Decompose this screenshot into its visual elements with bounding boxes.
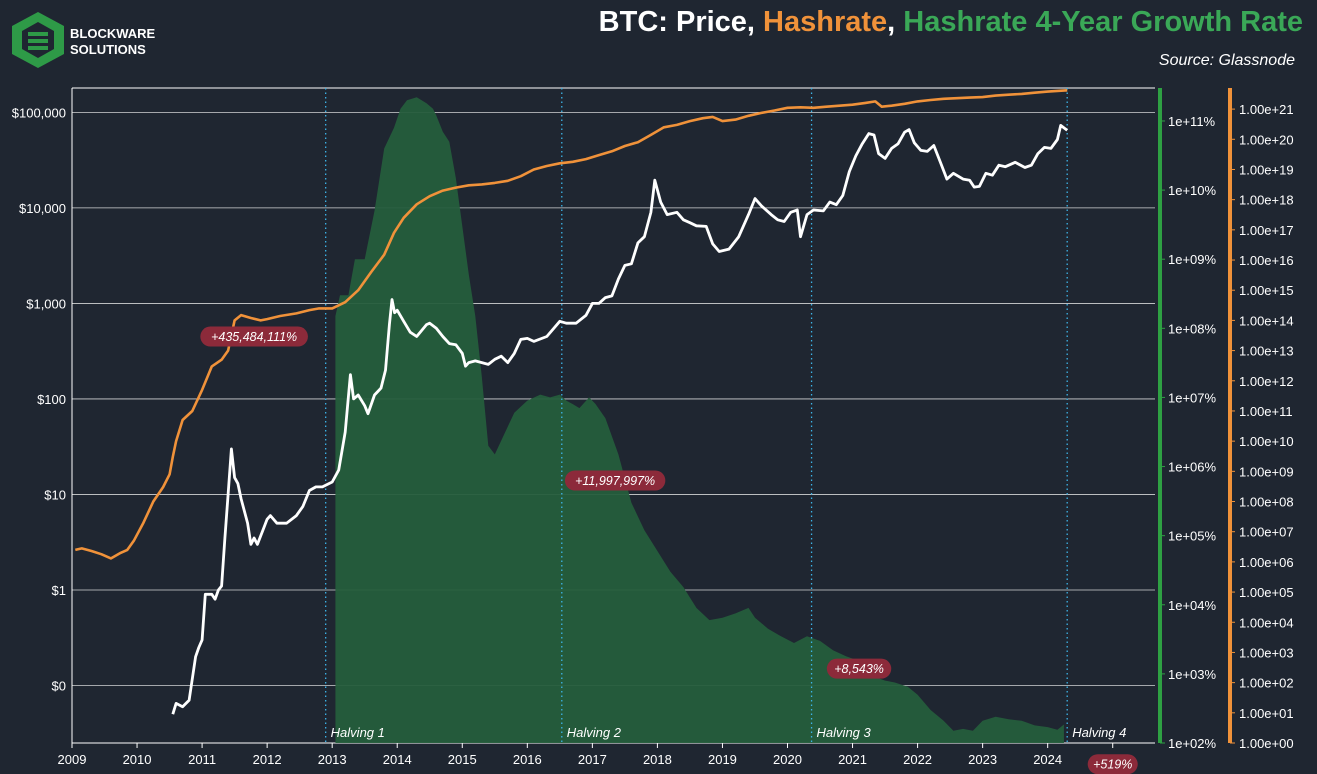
title-part: Hashrate [763, 6, 888, 38]
chart-source: Source: Glassnode [1158, 52, 1295, 69]
price-line [171, 124, 1069, 715]
hashrate-tick-label: 1.00e+03 [1239, 645, 1294, 660]
hashrate-tick-label: 1.00e+01 [1239, 706, 1294, 721]
growth-tick-label: 1e+02% [1168, 736, 1217, 751]
hashrate-tick-label: 1.00e+00 [1239, 736, 1294, 751]
x-tick-label: 2018 [643, 752, 672, 767]
halving-layer: Halving 1 Halving 2 Halving 3 Halving 4 [325, 88, 1126, 743]
price-tick-label: $10,000 [19, 201, 66, 216]
x-tick-label: 2014 [383, 752, 412, 767]
annotation-layer: +435,484,111% +11,997,997% +8,543% +519% [200, 326, 1138, 774]
price-tick-label: $100 [37, 392, 66, 407]
x-tick-label: 2017 [578, 752, 607, 767]
hashrate-tick-label: 1.00e+17 [1239, 223, 1294, 238]
price-tick-label: $100,000 [12, 105, 66, 120]
growth-rate-area [335, 97, 1064, 744]
hashrate-tick-label: 1.00e+12 [1239, 374, 1294, 389]
growth-tick-label: 1e+05% [1168, 529, 1217, 544]
axes-layer: $100,000 $10,000 $1,000 $100 $10 $1 $0 2009 2010… [12, 88, 1294, 767]
hashrate-tick-label: 1.00e+08 [1239, 495, 1294, 510]
hashrate-tick-label: 1.00e+15 [1239, 283, 1294, 298]
x-tick-label: 2019 [708, 752, 737, 767]
x-tick-label: 2016 [513, 752, 542, 767]
halving-label: Halving 4 [1072, 725, 1126, 740]
growth-tick-label: 1e+03% [1168, 667, 1217, 682]
growth-tick-label: 1e+11% [1168, 114, 1216, 129]
halving-label: Halving 2 [567, 725, 622, 740]
growth-tick-label: 1e+04% [1168, 598, 1217, 613]
growth-tick-label: 1e+09% [1168, 252, 1217, 267]
price-tick-label: $1 [52, 583, 66, 598]
growth-tick-label: 1e+10% [1168, 183, 1217, 198]
growth-badge-label: +8,543% [834, 662, 884, 676]
halving-label: Halving 1 [331, 725, 385, 740]
price-tick-label: $0 [52, 678, 66, 693]
hashrate-tick-label: 1.00e+20 [1239, 132, 1294, 147]
title-part: BTC: Price, [598, 6, 764, 38]
hashrate-tick-label: 1.00e+07 [1239, 525, 1294, 540]
growth-badge-label: +519% [1093, 758, 1132, 772]
hashrate-tick-label: 1.00e+11 [1239, 404, 1293, 419]
title-part: , [887, 6, 904, 38]
growth-badge-label: +435,484,111% [211, 330, 297, 344]
hashrate-tick-label: 1.00e+13 [1239, 344, 1294, 359]
price-layer [171, 124, 1069, 715]
growth-area-layer [335, 97, 1064, 744]
x-tick-label: 2011 [188, 752, 216, 767]
x-tick-label: 2013 [318, 752, 347, 767]
hashrate-tick-label: 1.00e+21 [1239, 102, 1294, 117]
growth-badge [200, 326, 308, 347]
growth-badge [564, 470, 666, 491]
brand-line1: BLOCKWARE [70, 26, 156, 41]
price-tick-label: $1,000 [26, 296, 66, 311]
logo-mark-icon [12, 12, 64, 68]
growth-tick-label: 1e+06% [1168, 460, 1217, 475]
hashrate-tick-label: 1.00e+18 [1239, 193, 1294, 208]
x-tick-label: 2024 [1033, 752, 1062, 767]
x-tick-label: 2021 [838, 752, 867, 767]
hashrate-tick-label: 1.00e+05 [1239, 585, 1294, 600]
hashrate-layer [75, 89, 1068, 560]
x-tick-label: 2012 [253, 752, 282, 767]
x-tick-label: 2010 [123, 752, 152, 767]
x-tick-label: 2020 [773, 752, 802, 767]
hashrate-tick-label: 1.00e+19 [1239, 162, 1294, 177]
price-tick-label: $10 [44, 487, 66, 502]
hashrate-tick-label: 1.00e+02 [1239, 676, 1294, 691]
hashrate-tick-label: 1.00e+16 [1239, 253, 1294, 268]
blockware-logo: BLOCKWARE SOLUTIONS [12, 12, 156, 68]
x-tick-label: 2023 [968, 752, 997, 767]
hashrate-line [75, 89, 1068, 560]
growth-tick-label: 1e+07% [1168, 390, 1217, 405]
growth-tick-label: 1e+08% [1168, 321, 1217, 336]
halving-label: Halving 3 [817, 725, 872, 740]
chart-title: BTC: Price, Hashrate, Hashrate 4-Year Gr… [599, 6, 1303, 39]
hashrate-tick-label: 1.00e+14 [1239, 313, 1294, 328]
hashrate-tick-label: 1.00e+10 [1239, 434, 1294, 449]
growth-badge-label: +11,997,997% [575, 474, 655, 488]
hashrate-tick-label: 1.00e+06 [1239, 555, 1294, 570]
brand-line2: SOLUTIONS [70, 42, 146, 57]
growth-badge [826, 658, 892, 679]
x-tick-label: 2015 [448, 752, 477, 767]
hashrate-tick-label: 1.00e+09 [1239, 464, 1294, 479]
hashrate-tick-label: 1.00e+04 [1239, 615, 1294, 630]
x-tick-label: 2009 [58, 752, 87, 767]
growth-badge [1087, 754, 1138, 774]
title-part: Hashrate 4-Year Growth Rate [903, 6, 1303, 38]
x-tick-label: 2022 [903, 752, 932, 767]
